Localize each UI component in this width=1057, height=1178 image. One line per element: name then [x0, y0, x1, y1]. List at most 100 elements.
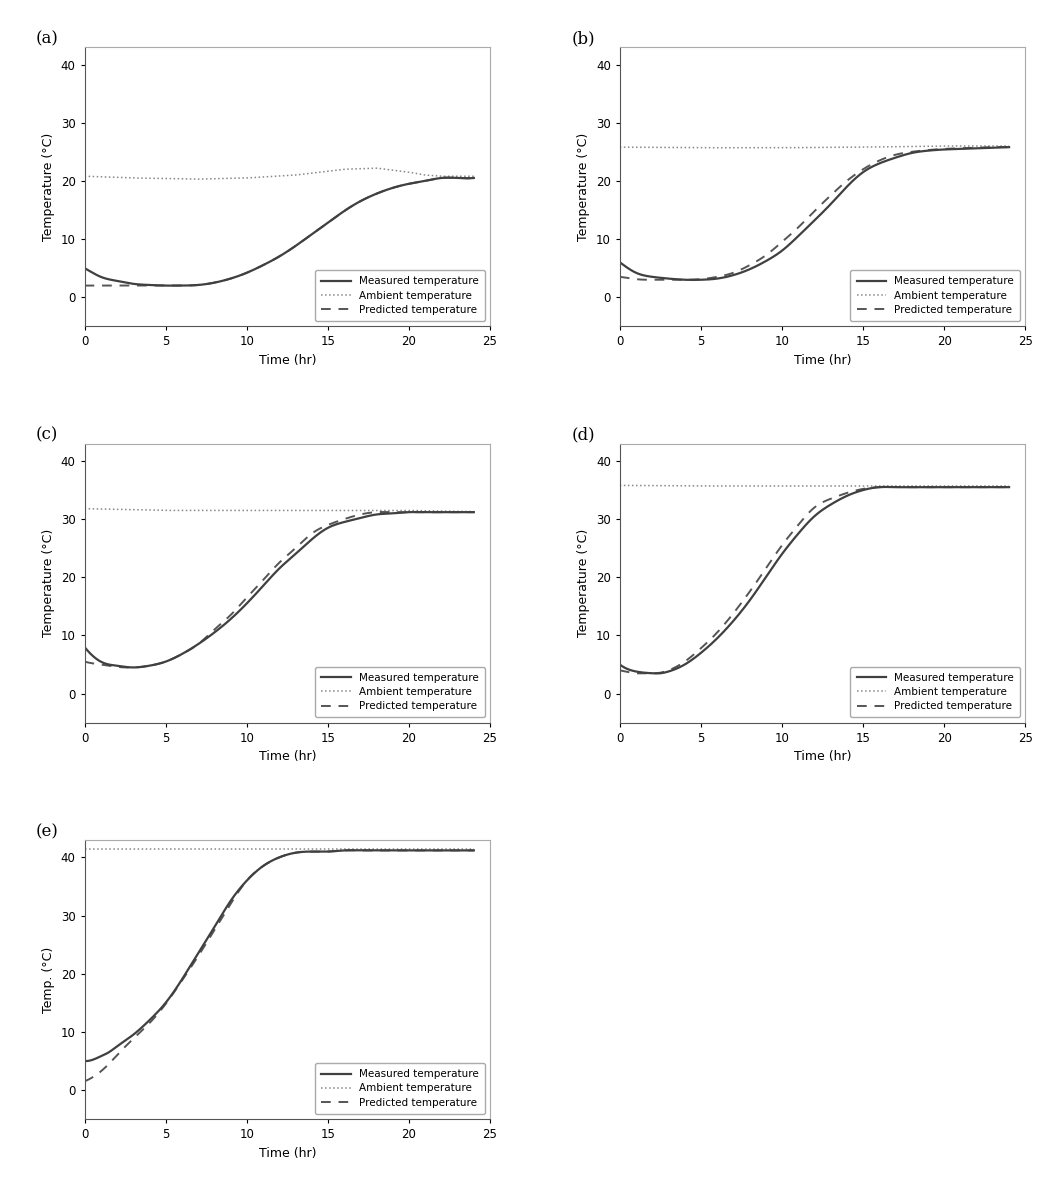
- Ambient temperature: [995, 139, 1007, 153]
- Ambient temperature: [846, 479, 858, 494]
- Ambient temperature: [694, 479, 707, 494]
- Predicted temperature: [310, 845, 322, 859]
- Measured temperature: [467, 171, 480, 185]
- Measured temperature: [460, 171, 472, 185]
- Ambient temperature: [397, 503, 410, 517]
- Measured temperature: [290, 846, 302, 860]
- Ambient temperature: [1003, 139, 1016, 153]
- Predicted temperature: [123, 661, 135, 675]
- Ambient temperature: [458, 504, 470, 518]
- Predicted temperature: [801, 211, 814, 225]
- Ambient temperature: [458, 841, 470, 855]
- Ambient temperature: [397, 841, 410, 855]
- Line: Predicted temperature: Predicted temperature: [85, 512, 474, 668]
- Measured temperature: [824, 497, 837, 511]
- Ambient temperature: [824, 140, 837, 154]
- Line: Measured temperature: Measured temperature: [85, 512, 474, 668]
- Ambient temperature: [311, 165, 323, 179]
- Predicted temperature: [934, 481, 947, 495]
- Measured temperature: [166, 278, 179, 292]
- Predicted temperature: [311, 224, 323, 238]
- Measured temperature: [1003, 140, 1016, 154]
- X-axis label: Time (hr): Time (hr): [259, 750, 316, 763]
- Ambient temperature: [264, 170, 277, 184]
- Predicted temperature: [846, 170, 858, 184]
- Legend: Measured temperature, Ambient temperature, Predicted temperature: Measured temperature, Ambient temperatur…: [315, 270, 485, 322]
- Predicted temperature: [459, 843, 471, 858]
- Measured temperature: [613, 256, 626, 270]
- Line: Ambient temperature: Ambient temperature: [619, 146, 1009, 147]
- Y-axis label: Temperature (°C): Temperature (°C): [42, 529, 55, 637]
- Ambient temperature: [613, 140, 626, 154]
- Measured temperature: [266, 568, 279, 582]
- Line: Measured temperature: Measured temperature: [85, 851, 474, 1061]
- Ambient temperature: [467, 841, 480, 855]
- Ambient temperature: [289, 503, 301, 517]
- X-axis label: Time (hr): Time (hr): [794, 353, 851, 366]
- Measured temperature: [266, 253, 279, 267]
- Predicted temperature: [265, 854, 278, 868]
- Ambient temperature: [467, 504, 480, 518]
- Measured temperature: [345, 843, 357, 858]
- Ambient temperature: [290, 168, 302, 183]
- Predicted temperature: [1003, 140, 1016, 154]
- Measured temperature: [846, 487, 858, 501]
- Predicted temperature: [467, 171, 480, 185]
- Ambient temperature: [265, 841, 278, 855]
- Measured temperature: [78, 1054, 91, 1068]
- Measured temperature: [933, 143, 946, 157]
- Measured temperature: [1003, 481, 1016, 495]
- Ambient temperature: [613, 478, 626, 492]
- Measured temperature: [799, 518, 812, 532]
- Legend: Measured temperature, Ambient temperature, Predicted temperature: Measured temperature, Ambient temperatur…: [850, 667, 1020, 717]
- Measured temperature: [290, 239, 302, 253]
- Predicted temperature: [879, 479, 892, 494]
- Measured temperature: [409, 505, 422, 519]
- Measured temperature: [460, 843, 472, 858]
- Predicted temperature: [995, 140, 1007, 154]
- Measured temperature: [127, 661, 140, 675]
- Ambient temperature: [933, 139, 946, 153]
- Ambient temperature: [263, 503, 276, 517]
- Measured temperature: [467, 505, 480, 519]
- Predicted temperature: [376, 505, 389, 519]
- Legend: Measured temperature, Ambient temperature, Predicted temperature: Measured temperature, Ambient temperatur…: [850, 270, 1020, 322]
- Line: Measured temperature: Measured temperature: [85, 178, 474, 285]
- Ambient temperature: [460, 170, 472, 184]
- Ambient temperature: [310, 841, 322, 855]
- Predicted temperature: [264, 565, 277, 580]
- Y-axis label: Temperature (°C): Temperature (°C): [42, 133, 55, 240]
- Measured temperature: [398, 505, 411, 519]
- Y-axis label: Temp. (°C): Temp. (°C): [42, 946, 55, 1013]
- Predicted temperature: [613, 663, 626, 677]
- Measured temperature: [801, 220, 814, 234]
- Predicted temperature: [846, 484, 858, 498]
- Predicted temperature: [467, 843, 480, 858]
- Ambient temperature: [801, 140, 814, 154]
- Line: Ambient temperature: Ambient temperature: [85, 168, 474, 179]
- Measured temperature: [264, 571, 277, 585]
- Text: (c): (c): [36, 426, 58, 444]
- Predicted temperature: [263, 855, 276, 869]
- Measured temperature: [651, 667, 664, 681]
- Predicted temperature: [995, 481, 1007, 495]
- Ambient temperature: [289, 841, 301, 855]
- Ambient temperature: [801, 479, 814, 494]
- Measured temperature: [879, 479, 892, 494]
- Measured temperature: [311, 224, 323, 238]
- Predicted temperature: [289, 846, 301, 860]
- Legend: Measured temperature, Ambient temperature, Predicted temperature: Measured temperature, Ambient temperatur…: [315, 667, 485, 717]
- Measured temperature: [460, 505, 472, 519]
- Measured temperature: [398, 178, 411, 192]
- Predicted temperature: [633, 667, 646, 681]
- Ambient temperature: [78, 841, 91, 855]
- Measured temperature: [79, 1054, 92, 1068]
- Measured temperature: [266, 853, 279, 867]
- Ambient temperature: [1003, 479, 1016, 494]
- X-axis label: Time (hr): Time (hr): [259, 353, 316, 366]
- Y-axis label: Temperature (°C): Temperature (°C): [577, 529, 591, 637]
- Line: Predicted temperature: Predicted temperature: [85, 178, 474, 285]
- Measured temperature: [442, 171, 455, 185]
- Text: (b): (b): [571, 31, 595, 47]
- Ambient temperature: [799, 479, 812, 494]
